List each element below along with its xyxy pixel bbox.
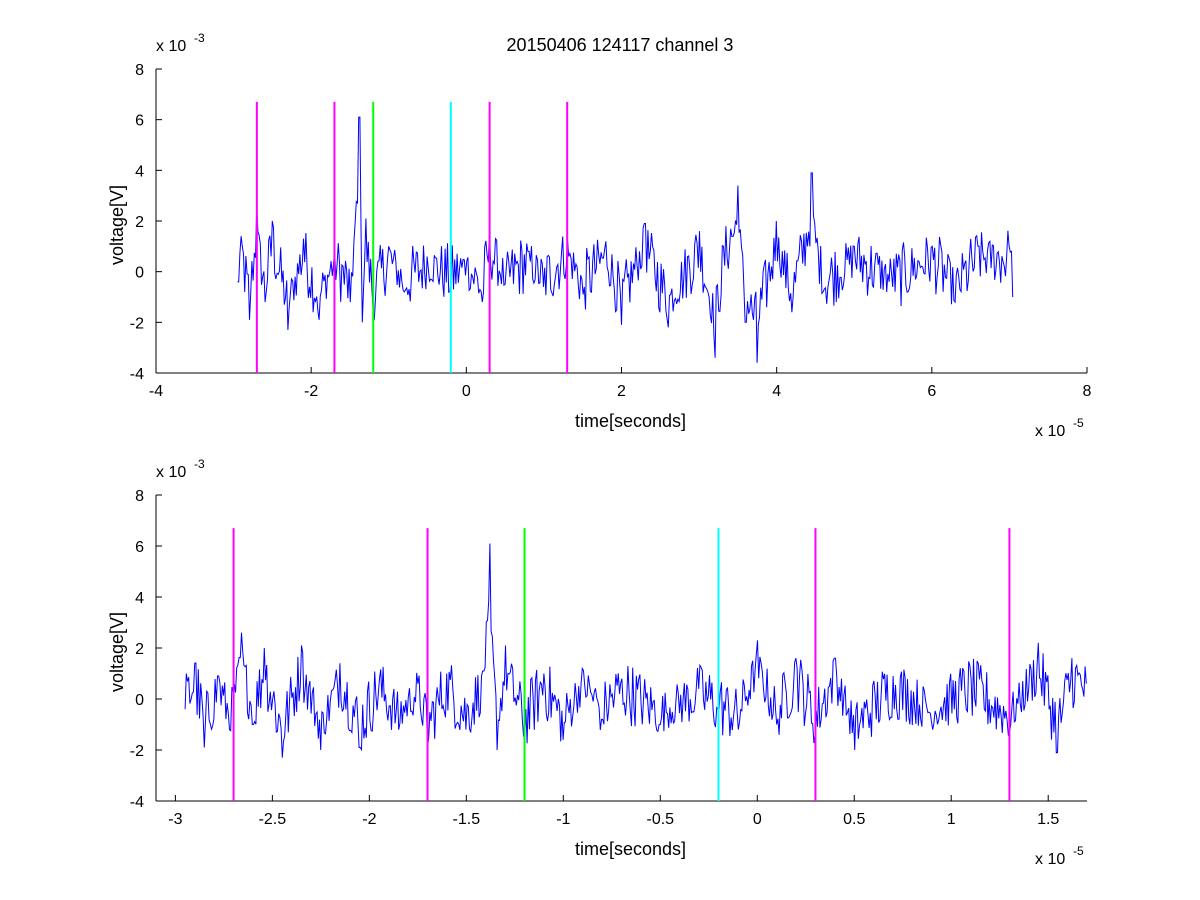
y-tick-label: -2 (130, 315, 144, 332)
x-tick-label: -2 (304, 383, 318, 400)
x-axis-label: time[seconds] (575, 411, 686, 431)
x-tick-label: 0 (462, 383, 471, 400)
y-tick-label: 2 (135, 214, 144, 231)
x-tick-label: 1.5 (1037, 811, 1059, 828)
signal-line (184, 543, 1087, 758)
y-tick-label: -4 (130, 794, 144, 811)
y-tick-label: 8 (135, 62, 144, 79)
y-exponent-power: -3 (194, 31, 205, 45)
x-tick-label: 0 (753, 811, 762, 828)
x-tick-label: -1 (556, 811, 570, 828)
x-tick-label: 0.5 (843, 811, 865, 828)
signal-line (237, 116, 1014, 363)
x-tick-label: 8 (1083, 383, 1092, 400)
x-exponent-power: -5 (1073, 416, 1084, 430)
figure-title: 20150406 124117 channel 3 (507, 35, 734, 55)
x-tick-label: 2 (617, 383, 626, 400)
x-tick-label: 1 (947, 811, 956, 828)
y-tick-label: 4 (135, 590, 144, 607)
top-plot: -4 -2 0 2 4 6 8 -4 -2 0 2 4 6 8 x 10 -3 x 10 -5 time[secon… (107, 31, 1092, 440)
y-exponent-power: -3 (194, 457, 205, 471)
y-tick-label: 4 (135, 163, 144, 180)
x-tick-label: -4 (149, 383, 163, 400)
x-tick-label: -3 (168, 811, 182, 828)
y-exponent-label: x 10 (156, 38, 186, 55)
x-tick-label: -1.5 (453, 811, 481, 828)
y-tick-label: 0 (135, 692, 144, 709)
y-tick-label: 2 (135, 641, 144, 658)
y-tick-label: -4 (130, 366, 144, 383)
x-exponent-label: x 10 (1035, 851, 1065, 868)
x-axis-label: time[seconds] (575, 839, 686, 859)
y-tick-label: 0 (135, 265, 144, 282)
x-tick-label: -2 (362, 811, 376, 828)
x-exponent-label: x 10 (1035, 423, 1065, 440)
y-axis-label: voltage[V] (107, 612, 127, 692)
y-tick-label: 6 (135, 113, 144, 130)
y-tick-label: -2 (130, 743, 144, 760)
y-tick-label: 6 (135, 539, 144, 556)
y-axis-label: voltage[V] (107, 185, 127, 265)
y-exponent-label: x 10 (156, 464, 186, 481)
x-tick-label: -2.5 (259, 811, 287, 828)
x-exponent-power: -5 (1073, 844, 1084, 858)
y-tick-label: 8 (135, 488, 144, 505)
x-tick-label: 4 (772, 383, 781, 400)
x-tick-label: -0.5 (647, 811, 675, 828)
x-tick-label: 6 (927, 383, 936, 400)
